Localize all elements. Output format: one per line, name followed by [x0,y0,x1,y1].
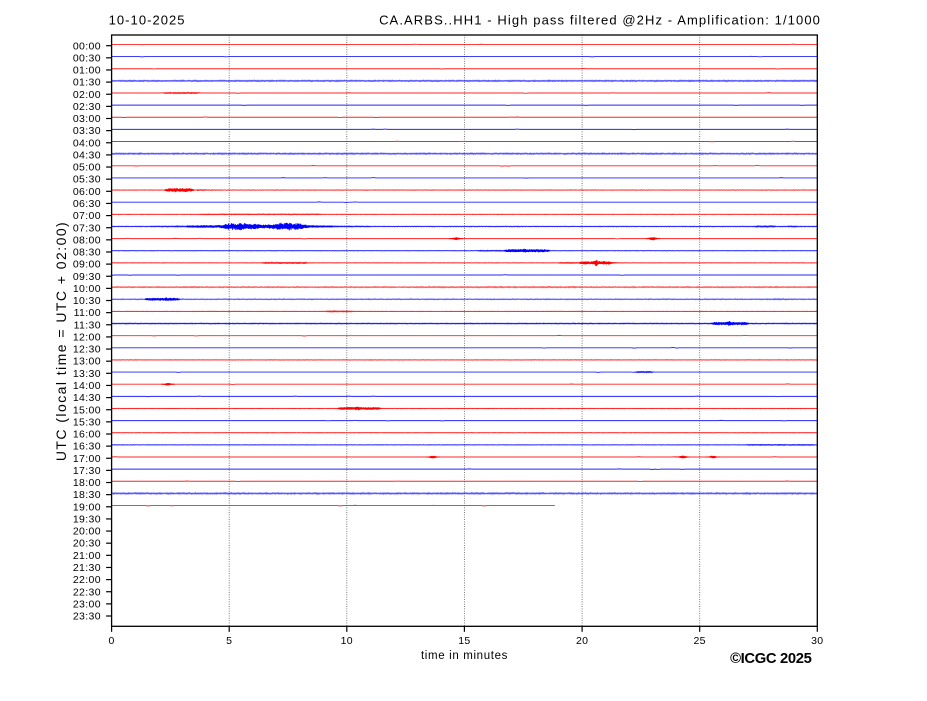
svg-text:02:30: 02:30 [73,101,101,113]
svg-text:time in minutes: time in minutes [421,650,508,662]
svg-text:06:00: 06:00 [73,186,101,198]
svg-text:25: 25 [694,635,706,647]
svg-text:11:00: 11:00 [74,307,101,319]
svg-text:21:00: 21:00 [73,550,101,562]
svg-text:04:30: 04:30 [73,149,101,161]
svg-text:19:30: 19:30 [73,513,101,525]
svg-text:17:30: 17:30 [73,465,101,477]
svg-text:15:30: 15:30 [73,416,101,428]
svg-text:17:00: 17:00 [73,453,101,465]
svg-text:30: 30 [811,635,823,647]
svg-text:14:30: 14:30 [73,392,101,404]
svg-text:22:30: 22:30 [73,586,101,598]
svg-text:03:30: 03:30 [73,125,101,137]
svg-text:01:00: 01:00 [73,65,101,77]
svg-text:22:00: 22:00 [73,574,101,586]
svg-text:©ICGC 2025: ©ICGC 2025 [730,651,812,667]
svg-text:13:00: 13:00 [73,356,101,368]
svg-text:15: 15 [458,635,470,647]
svg-text:CA.ARBS..HH1 - High pass filte: CA.ARBS..HH1 - High pass filtered @2Hz -… [379,13,821,28]
svg-text:12:00: 12:00 [73,331,101,343]
svg-text:10: 10 [341,635,353,647]
svg-text:09:30: 09:30 [73,271,101,283]
svg-text:18:00: 18:00 [73,477,101,489]
svg-text:05:00: 05:00 [73,162,101,174]
svg-text:19:00: 19:00 [73,501,101,513]
svg-text:23:00: 23:00 [73,598,101,610]
svg-text:04:00: 04:00 [73,137,101,149]
svg-text:10-10-2025: 10-10-2025 [109,13,186,28]
svg-text:10:00: 10:00 [73,283,101,295]
svg-text:01:30: 01:30 [73,77,101,89]
svg-text:18:30: 18:30 [73,489,101,501]
svg-text:07:30: 07:30 [73,222,101,234]
svg-text:16:30: 16:30 [73,441,101,453]
svg-text:14:00: 14:00 [73,380,101,392]
svg-text:00:30: 00:30 [73,52,101,64]
svg-text:16:00: 16:00 [73,429,101,441]
svg-text:07:00: 07:00 [73,210,101,222]
svg-text:09:00: 09:00 [73,259,101,271]
svg-text:08:30: 08:30 [73,247,101,259]
svg-text:11:30: 11:30 [74,319,101,331]
svg-text:02:00: 02:00 [73,89,101,101]
svg-text:08:00: 08:00 [73,234,101,246]
svg-text:15:00: 15:00 [73,404,101,416]
svg-text:05:30: 05:30 [73,174,101,186]
svg-text:21:30: 21:30 [73,562,101,574]
svg-text:12:30: 12:30 [73,344,101,356]
svg-text:5: 5 [226,635,232,647]
svg-text:UTC (local time = UTC + 02:00): UTC (local time = UTC + 02:00) [53,221,69,461]
svg-text:06:30: 06:30 [73,198,101,210]
svg-text:03:00: 03:00 [73,113,101,125]
svg-text:23:30: 23:30 [73,611,101,623]
svg-text:0: 0 [109,635,115,647]
svg-text:10:30: 10:30 [73,295,101,307]
svg-text:20: 20 [576,635,588,647]
svg-text:00:00: 00:00 [73,40,101,52]
svg-text:20:30: 20:30 [73,538,101,550]
svg-text:13:30: 13:30 [73,368,101,380]
svg-text:20:00: 20:00 [73,526,101,538]
